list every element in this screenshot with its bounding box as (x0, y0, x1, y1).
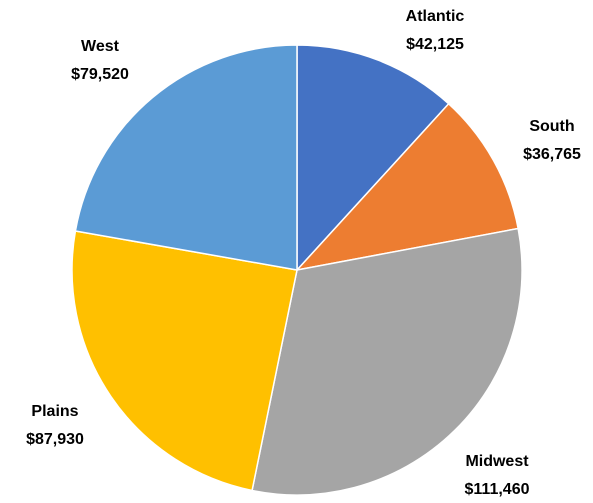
slice-value-label: $79,520 (71, 66, 129, 83)
pie-slice (296, 44, 450, 272)
slice-category-label: Atlantic (406, 8, 465, 25)
slice-value-label: $36,765 (523, 146, 581, 163)
pie-slice (71, 230, 298, 492)
pie-slice (74, 44, 298, 271)
slice-category-label: Midwest (465, 453, 529, 470)
pie-slice (251, 227, 523, 496)
slice-category-label: South (529, 118, 574, 135)
slice-value-label: $111,460 (465, 481, 530, 498)
slice-value-label: $87,930 (26, 431, 84, 448)
pie-slice (294, 102, 520, 272)
slice-value-label: $42,125 (406, 36, 464, 53)
slice-category-label: Plains (31, 403, 78, 420)
slice-category-label: West (81, 38, 120, 55)
